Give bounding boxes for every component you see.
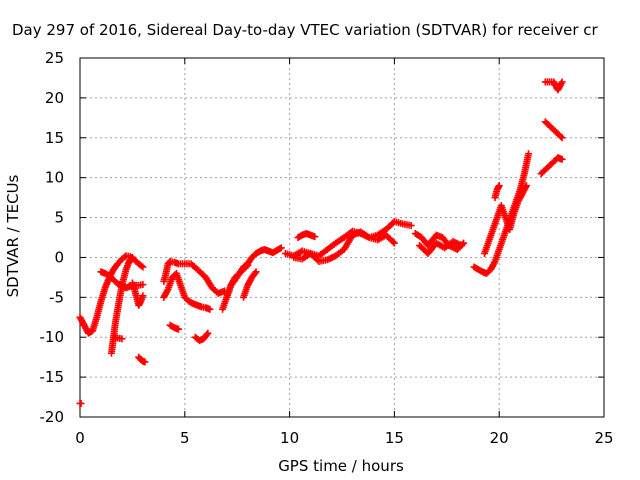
data-point-marker bbox=[277, 244, 285, 252]
data-point-marker bbox=[557, 132, 565, 140]
x-tick-label: 20 bbox=[490, 429, 509, 447]
data-point-marker bbox=[175, 325, 183, 333]
data-point-marker bbox=[407, 222, 415, 230]
x-tick-label: 25 bbox=[594, 429, 613, 447]
data-point-marker bbox=[558, 134, 566, 142]
x-tick-label: 15 bbox=[385, 429, 404, 447]
data-points bbox=[76, 78, 566, 407]
data-point-marker bbox=[203, 331, 211, 339]
chart-title: Day 297 of 2016, Sidereal Day-to-day VTE… bbox=[12, 21, 599, 39]
y-tick-label: -10 bbox=[40, 328, 65, 346]
x-axis-label: GPS time / hours bbox=[278, 457, 404, 475]
y-tick-label: 25 bbox=[45, 49, 64, 67]
data-point-marker bbox=[457, 241, 465, 249]
data-point-marker bbox=[558, 78, 566, 86]
data-point-marker bbox=[311, 233, 319, 241]
x-tick-labels: 0 5 10 15 20 25 bbox=[75, 429, 613, 447]
data-point-marker bbox=[251, 269, 259, 277]
x-tick-label: 0 bbox=[75, 429, 85, 447]
data-point-marker bbox=[204, 329, 212, 337]
data-point-marker bbox=[206, 305, 214, 313]
y-tick-label: 20 bbox=[45, 89, 64, 107]
y-axis-label: SDTVAR / TECUs bbox=[4, 174, 22, 297]
grid-lines bbox=[80, 58, 604, 417]
data-point-marker bbox=[558, 155, 566, 163]
data-point-marker bbox=[390, 239, 398, 247]
data-point-marker bbox=[128, 253, 136, 261]
y-tick-label: -5 bbox=[49, 288, 64, 306]
data-point-marker bbox=[137, 262, 145, 270]
y-tick-label: 10 bbox=[45, 169, 64, 187]
y-tick-label: -20 bbox=[40, 408, 65, 426]
y-tick-label: 0 bbox=[54, 248, 64, 266]
data-point-marker bbox=[118, 335, 126, 343]
y-tick-labels: -20 -15 -10 -5 0 5 10 15 20 25 bbox=[40, 49, 65, 426]
y-tick-label: 15 bbox=[45, 129, 64, 147]
data-point-marker bbox=[127, 255, 135, 263]
axis-ticks bbox=[79, 57, 605, 418]
data-point-marker bbox=[77, 399, 85, 407]
y-tick-label: 5 bbox=[54, 209, 64, 227]
data-point-marker bbox=[522, 182, 530, 190]
data-point-marker bbox=[139, 263, 147, 271]
data-point-marker bbox=[141, 358, 149, 366]
plot-frame bbox=[79, 57, 605, 418]
data-point-marker bbox=[495, 182, 503, 190]
data-point-marker bbox=[139, 292, 147, 300]
x-tick-label: 5 bbox=[180, 429, 190, 447]
data-point-marker bbox=[525, 150, 533, 158]
x-tick-label: 10 bbox=[280, 429, 299, 447]
y-tick-label: -15 bbox=[40, 368, 65, 386]
data-point-marker bbox=[252, 268, 260, 276]
data-point-marker bbox=[139, 281, 147, 289]
data-point-marker bbox=[389, 238, 397, 246]
